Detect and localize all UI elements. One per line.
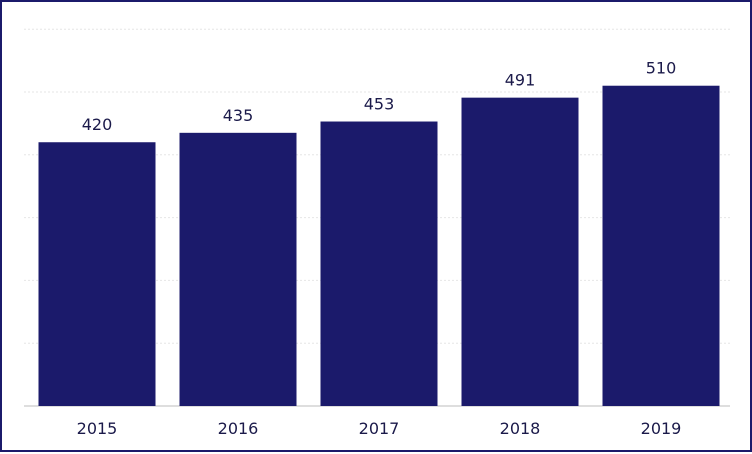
data-label-2018: 491 — [505, 71, 536, 90]
data-label-2016: 435 — [223, 106, 254, 125]
bar-2016 — [179, 132, 297, 406]
data-labels: 420 435 453 491 510 — [82, 59, 677, 135]
x-tick-label-2019: 2019 — [641, 419, 682, 438]
bar-2019 — [602, 85, 720, 406]
bar-2017 — [320, 121, 438, 407]
x-tick-label-2018: 2018 — [500, 419, 541, 438]
data-label-2017: 453 — [364, 95, 395, 114]
x-tick-label-2016: 2016 — [218, 419, 259, 438]
bar-2015 — [38, 142, 156, 407]
x-tick-label-2015: 2015 — [77, 419, 118, 438]
bar-2018 — [461, 97, 579, 406]
x-tick-label-2017: 2017 — [359, 419, 400, 438]
bars — [38, 85, 720, 407]
data-label-2015: 420 — [82, 115, 113, 134]
x-axis-ticks: 2015 2016 2017 2018 2019 — [77, 419, 682, 438]
data-label-2019: 510 — [646, 59, 677, 78]
